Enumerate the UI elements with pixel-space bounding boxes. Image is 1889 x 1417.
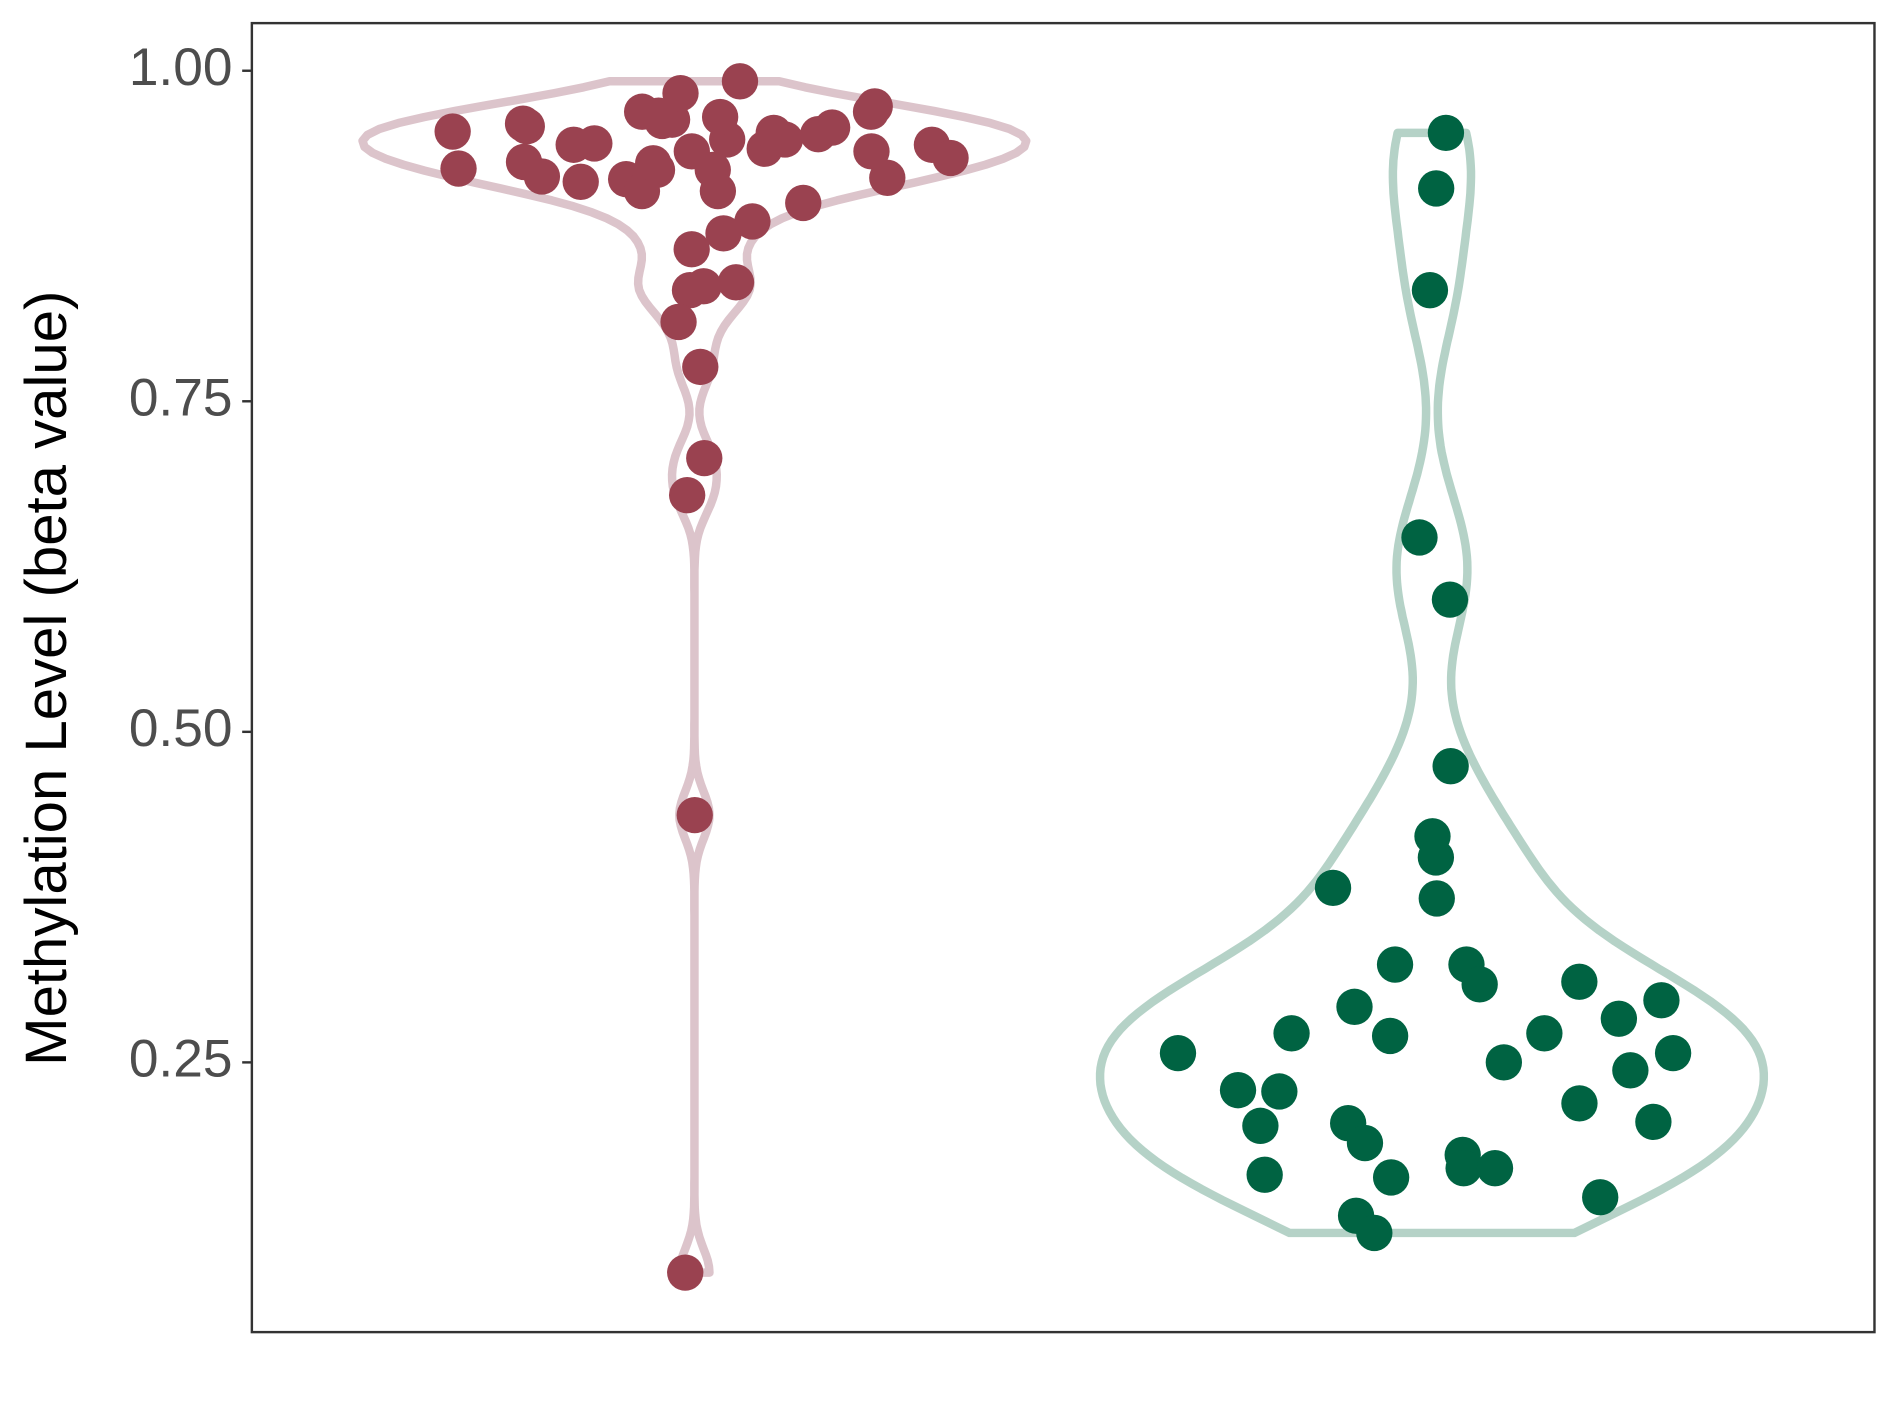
point bbox=[1418, 880, 1455, 917]
point bbox=[932, 139, 969, 177]
point bbox=[1445, 1149, 1482, 1187]
point bbox=[1432, 748, 1469, 785]
point bbox=[1600, 1000, 1638, 1037]
point bbox=[1561, 1085, 1598, 1122]
point bbox=[1219, 1071, 1257, 1109]
point bbox=[766, 121, 804, 158]
violin bbox=[358, 77, 1031, 1277]
point bbox=[673, 133, 710, 170]
point bbox=[1371, 1017, 1409, 1055]
point bbox=[705, 215, 742, 252]
point bbox=[721, 63, 759, 100]
point bbox=[640, 97, 677, 134]
point bbox=[676, 796, 713, 834]
point bbox=[1561, 963, 1598, 1000]
point bbox=[701, 98, 739, 136]
point bbox=[1372, 1159, 1410, 1196]
point bbox=[667, 1254, 704, 1291]
point bbox=[1612, 1052, 1649, 1089]
point bbox=[734, 203, 771, 240]
point bbox=[1526, 1015, 1563, 1052]
point bbox=[800, 116, 837, 153]
point bbox=[660, 303, 697, 341]
point bbox=[1418, 170, 1455, 207]
point bbox=[555, 126, 592, 163]
point bbox=[635, 145, 672, 182]
point bbox=[682, 348, 719, 386]
point bbox=[1314, 869, 1352, 907]
point bbox=[1336, 988, 1373, 1026]
point bbox=[562, 163, 599, 200]
point bbox=[785, 184, 822, 222]
violin bbox=[1095, 128, 1769, 1238]
point bbox=[1485, 1044, 1523, 1081]
point bbox=[440, 150, 477, 187]
point bbox=[852, 93, 890, 130]
point bbox=[671, 272, 709, 309]
y-axis-label: Methylation Level (beta value) bbox=[14, 291, 79, 1066]
point bbox=[1431, 581, 1469, 618]
y-tick-label: 0.25 bbox=[129, 1029, 233, 1088]
point bbox=[686, 439, 723, 477]
point bbox=[1635, 1103, 1672, 1141]
point bbox=[1427, 114, 1465, 152]
point bbox=[869, 159, 906, 196]
point bbox=[1159, 1034, 1197, 1072]
point bbox=[1654, 1034, 1692, 1072]
point bbox=[1242, 1107, 1279, 1145]
point bbox=[1261, 1073, 1298, 1110]
point bbox=[1356, 1214, 1393, 1252]
point bbox=[1273, 1015, 1310, 1052]
point bbox=[699, 172, 737, 210]
point bbox=[662, 75, 699, 112]
point bbox=[523, 158, 561, 195]
point bbox=[1346, 1124, 1384, 1162]
point bbox=[717, 264, 755, 301]
y-tick-label: 0.50 bbox=[129, 699, 233, 758]
point bbox=[1376, 946, 1414, 983]
point bbox=[1417, 839, 1455, 876]
point bbox=[1643, 982, 1680, 1019]
point bbox=[1411, 272, 1449, 309]
point bbox=[1461, 966, 1498, 1003]
point bbox=[504, 105, 542, 142]
y-tick-label: 1.00 bbox=[129, 38, 233, 97]
point bbox=[623, 172, 661, 210]
point bbox=[669, 476, 706, 514]
point bbox=[1401, 519, 1438, 556]
point bbox=[1582, 1179, 1619, 1216]
point bbox=[1246, 1156, 1283, 1193]
point bbox=[673, 231, 710, 268]
point bbox=[853, 133, 890, 170]
y-tick-label: 0.75 bbox=[129, 368, 233, 427]
plot-border bbox=[250, 21, 1876, 1334]
point bbox=[434, 113, 471, 150]
point bbox=[1476, 1149, 1514, 1187]
